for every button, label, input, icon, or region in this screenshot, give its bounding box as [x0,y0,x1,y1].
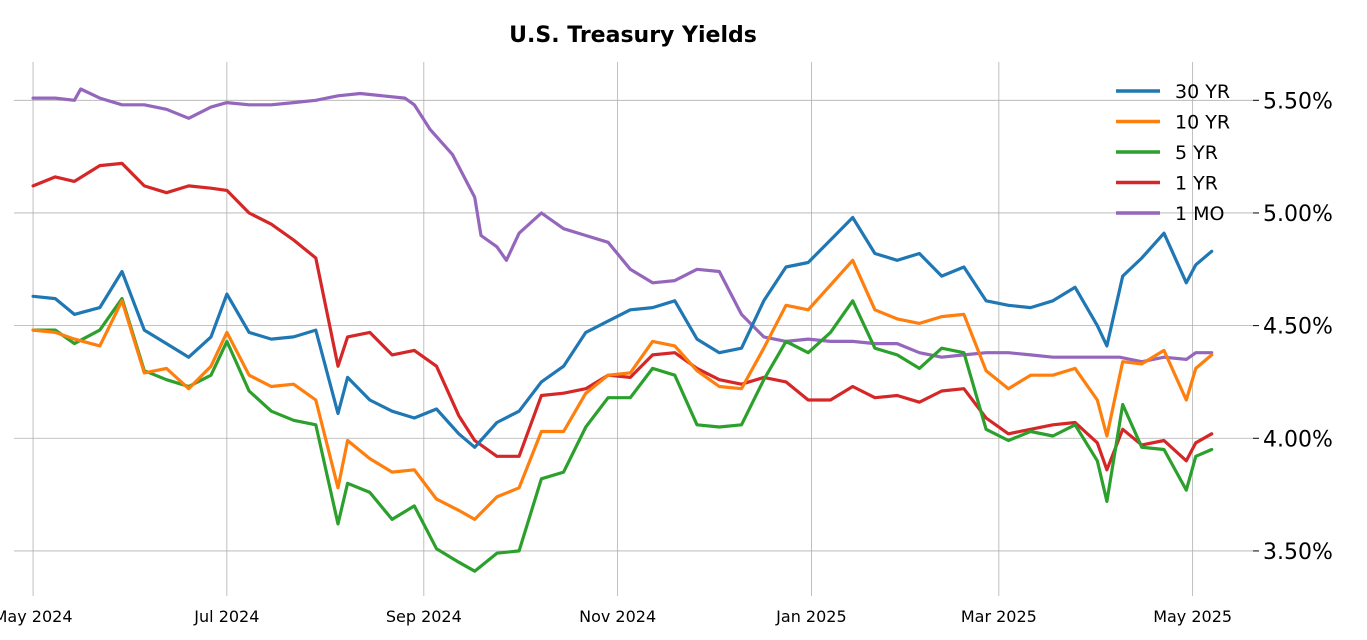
legend-label: 10 YR [1175,112,1230,134]
series-line-30-yr [31,215,1214,449]
x-tick-label: Nov 2024 [579,607,656,626]
y-tick-label: 5.50% [1263,89,1333,114]
x-tick-label: Jan 2025 [775,607,846,626]
x-tick-label: Jul 2024 [193,607,259,626]
x-axis-ticks: May 2024 Jul 2024 Sep 2024 Nov 2024 Jan 2025… [0,607,1232,626]
legend-label: 5 YR [1175,142,1218,164]
x-tick-label: Mar 2025 [961,607,1037,626]
chart-title: U.S. Treasury Yields [509,23,757,48]
series-line-10-yr [31,258,1214,522]
legend-label: 1 MO [1175,203,1224,225]
y-tick-label: 5.00% [1263,202,1333,227]
x-tick-label: May 2024 [0,607,73,626]
y-tick-label: 4.00% [1263,427,1333,452]
x-tick-label: May 2025 [1153,607,1232,626]
y-tick-label: 3.50% [1263,540,1333,565]
y-axis-ticks: 3.50% 4.00% 4.50% 5.00% 5.50% [1253,89,1333,565]
x-tick-label: Sep 2024 [386,607,462,626]
y-tick-label: 4.50% [1263,315,1333,340]
series-line-1-yr [31,161,1214,472]
legend-label: 30 YR [1175,81,1230,103]
series-lines [31,87,1214,573]
series-line-1-mo [31,87,1214,364]
series-line-5-yr [31,297,1214,573]
grid [14,62,1253,596]
legend-label: 1 YR [1175,173,1218,195]
legend: 30 YR 10 YR 5 YR 1 YR 1 MO [1116,81,1230,225]
